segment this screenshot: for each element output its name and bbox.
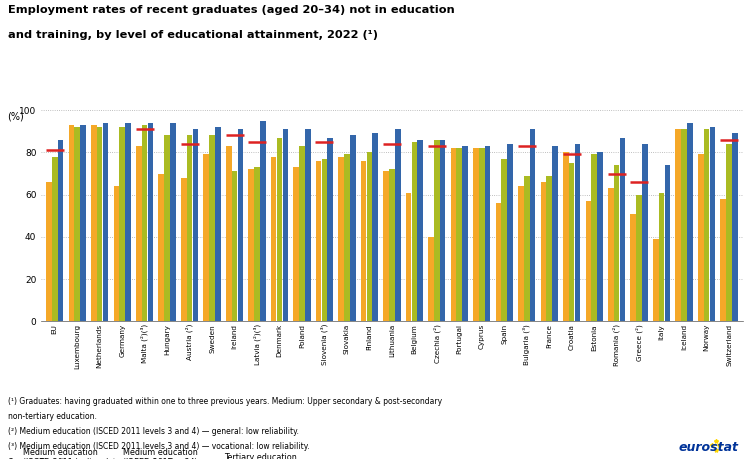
- Bar: [518, 186, 524, 321]
- Bar: [58, 140, 64, 321]
- Bar: [681, 129, 687, 321]
- Bar: [74, 127, 80, 321]
- Bar: [496, 203, 501, 321]
- Bar: [80, 125, 86, 321]
- Text: (²) Medium education (ISCED 2011 levels 3 and 4) — general: low reliability.: (²) Medium education (ISCED 2011 levels …: [8, 427, 298, 437]
- Text: Employment rates of recent graduates (aged 20–34) not in education: Employment rates of recent graduates (ag…: [8, 5, 454, 15]
- Bar: [676, 129, 681, 321]
- Bar: [136, 146, 142, 321]
- Text: and training, by level of educational attainment, 2022 (¹): and training, by level of educational at…: [8, 30, 377, 40]
- Text: (%): (%): [8, 112, 24, 122]
- Text: eurostat: eurostat: [679, 442, 739, 454]
- Bar: [373, 134, 378, 321]
- Bar: [232, 171, 237, 321]
- Bar: [473, 148, 478, 321]
- Text: (¹) Graduates: having graduated within one to three previous years. Medium: Uppe: (¹) Graduates: having graduated within o…: [8, 397, 442, 406]
- Bar: [328, 138, 333, 321]
- Bar: [406, 192, 411, 321]
- Bar: [142, 125, 148, 321]
- Bar: [215, 127, 220, 321]
- Bar: [367, 152, 372, 321]
- Bar: [125, 123, 130, 321]
- Bar: [530, 129, 536, 321]
- Bar: [271, 157, 277, 321]
- Bar: [299, 146, 304, 321]
- Bar: [608, 188, 613, 321]
- Bar: [568, 163, 574, 321]
- Bar: [119, 127, 125, 321]
- Bar: [260, 121, 266, 321]
- Bar: [164, 135, 170, 321]
- Bar: [412, 142, 417, 321]
- Bar: [254, 167, 260, 321]
- Bar: [451, 148, 456, 321]
- Bar: [248, 169, 254, 321]
- Bar: [614, 165, 620, 321]
- Bar: [158, 174, 164, 321]
- Legend: Medium education
(ISCED 2011
levels 3 and 4)
— general, Medium education
(ISCED : Medium education (ISCED 2011 levels 3 an…: [7, 448, 439, 459]
- Bar: [710, 127, 716, 321]
- Bar: [344, 155, 350, 321]
- Bar: [148, 123, 153, 321]
- Bar: [586, 201, 591, 321]
- Bar: [226, 146, 232, 321]
- Bar: [620, 138, 626, 321]
- Bar: [322, 159, 327, 321]
- Bar: [383, 171, 388, 321]
- Bar: [91, 125, 97, 321]
- Bar: [203, 155, 209, 321]
- Bar: [97, 127, 103, 321]
- Bar: [103, 123, 108, 321]
- Bar: [636, 195, 642, 321]
- Bar: [547, 176, 552, 321]
- Bar: [658, 192, 664, 321]
- Bar: [46, 182, 52, 321]
- Bar: [664, 165, 670, 321]
- Bar: [181, 178, 187, 321]
- Bar: [597, 152, 603, 321]
- Bar: [524, 176, 530, 321]
- Bar: [502, 159, 507, 321]
- Bar: [726, 144, 732, 321]
- Bar: [591, 155, 597, 321]
- Bar: [732, 134, 738, 321]
- Bar: [440, 140, 446, 321]
- Bar: [113, 186, 119, 321]
- Bar: [507, 144, 513, 321]
- Bar: [428, 237, 433, 321]
- Bar: [187, 135, 193, 321]
- Bar: [574, 144, 580, 321]
- Bar: [395, 129, 400, 321]
- Bar: [170, 123, 176, 321]
- Bar: [418, 140, 423, 321]
- Bar: [305, 129, 310, 321]
- Bar: [389, 169, 394, 321]
- Bar: [631, 213, 636, 321]
- Bar: [462, 146, 468, 321]
- Text: non-tertiary education.: non-tertiary education.: [8, 412, 96, 421]
- Bar: [479, 148, 484, 321]
- Bar: [293, 167, 299, 321]
- Bar: [209, 135, 215, 321]
- Bar: [720, 199, 726, 321]
- Bar: [338, 157, 344, 321]
- Bar: [52, 157, 58, 321]
- Text: (³) Medium education (ISCED 2011 levels 3 and 4) — vocational: low reliability.: (³) Medium education (ISCED 2011 levels …: [8, 442, 309, 452]
- Bar: [704, 129, 710, 321]
- Bar: [484, 146, 490, 321]
- Bar: [68, 125, 74, 321]
- Bar: [277, 138, 282, 321]
- Bar: [457, 148, 462, 321]
- Bar: [316, 161, 322, 321]
- Bar: [687, 123, 693, 321]
- Bar: [350, 135, 355, 321]
- Bar: [642, 144, 648, 321]
- Bar: [698, 155, 703, 321]
- Bar: [238, 129, 243, 321]
- Text: Source: Eurostat (online data code: edat_lfse_24): Source: Eurostat (online data code: edat…: [8, 458, 196, 459]
- Bar: [563, 152, 568, 321]
- Bar: [193, 129, 198, 321]
- Bar: [361, 161, 366, 321]
- Bar: [434, 140, 439, 321]
- Bar: [653, 239, 658, 321]
